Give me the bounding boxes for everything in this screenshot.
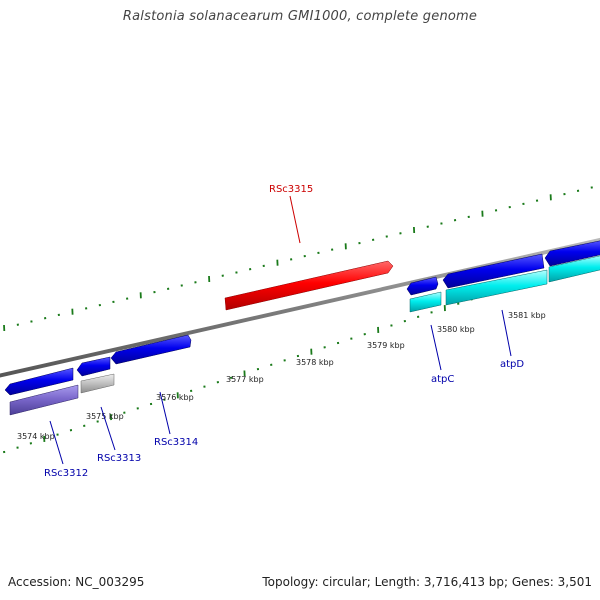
scale-label-3579: 3579 kbp [367, 341, 405, 350]
scale-label-3581: 3581 kbp [508, 311, 546, 320]
gene-label-rsc3314[interactable]: RSc3314 [154, 437, 198, 448]
gene-rsc3313-arrow[interactable] [76, 356, 111, 377]
gene-label-rsc3312[interactable]: RSc3312 [44, 468, 88, 479]
gene-atpd-arrow[interactable] [442, 253, 545, 289]
atpd-leader [501, 309, 512, 357]
scale-label-3576: 3576 kbp [156, 393, 194, 402]
gene-rsc3312-arrow[interactable] [4, 367, 74, 396]
atpc-leader [430, 324, 442, 371]
gene-label-atpd[interactable]: atpD [500, 359, 524, 370]
gene-cyan-feature-3[interactable] [548, 255, 600, 283]
gene-atpc-arrow[interactable] [406, 276, 439, 296]
upper-tick-track [3, 186, 593, 332]
gene-gray-feature[interactable] [80, 373, 115, 394]
gene-cyan-feature-2[interactable] [445, 269, 548, 306]
map-title: Ralstonia solanacearum GMI1000, complete… [122, 9, 478, 24]
rsc3314-leader [159, 391, 171, 435]
rsc3312-leader [49, 420, 64, 465]
gene-atpa-arrow[interactable] [544, 240, 600, 267]
scale-label-3575: 3575 kbp [86, 412, 124, 421]
accession-text: Accession: NC_003295 [8, 575, 145, 589]
sequence-backbone [0, 237, 600, 378]
rsc3313-leader [100, 406, 116, 451]
gene-purple-feature[interactable] [9, 384, 79, 416]
scale-label-3580: 3580 kbp [437, 325, 475, 334]
gene-cyan-feature-1[interactable] [409, 291, 442, 313]
gene-label-rsc3315[interactable]: RSc3315 [269, 184, 313, 195]
gene-label-atpc[interactable]: atpC [431, 374, 454, 385]
gene-rsc3315-arrow[interactable] [224, 260, 394, 311]
rsc3315-leader [289, 195, 301, 244]
gene-rsc3314-arrow[interactable] [110, 334, 192, 365]
genome-summary-text: Topology: circular; Length: 3,716,413 bp… [262, 575, 592, 589]
scale-label-3574: 3574 kbp [17, 432, 55, 441]
scale-label-3577: 3577 kbp [226, 375, 264, 384]
gene-label-rsc3313[interactable]: RSc3313 [97, 453, 141, 464]
scale-label-3578: 3578 kbp [296, 358, 334, 367]
